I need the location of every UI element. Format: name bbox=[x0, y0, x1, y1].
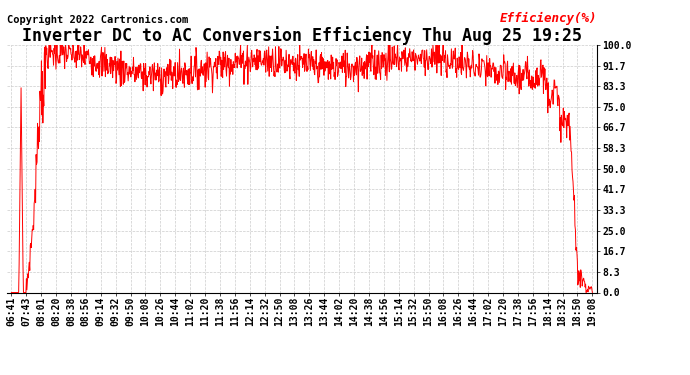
Text: Efficiency(%): Efficiency(%) bbox=[500, 12, 597, 25]
Title: Inverter DC to AC Conversion Efficiency Thu Aug 25 19:25: Inverter DC to AC Conversion Efficiency … bbox=[22, 26, 582, 45]
Text: Copyright 2022 Cartronics.com: Copyright 2022 Cartronics.com bbox=[7, 15, 188, 25]
